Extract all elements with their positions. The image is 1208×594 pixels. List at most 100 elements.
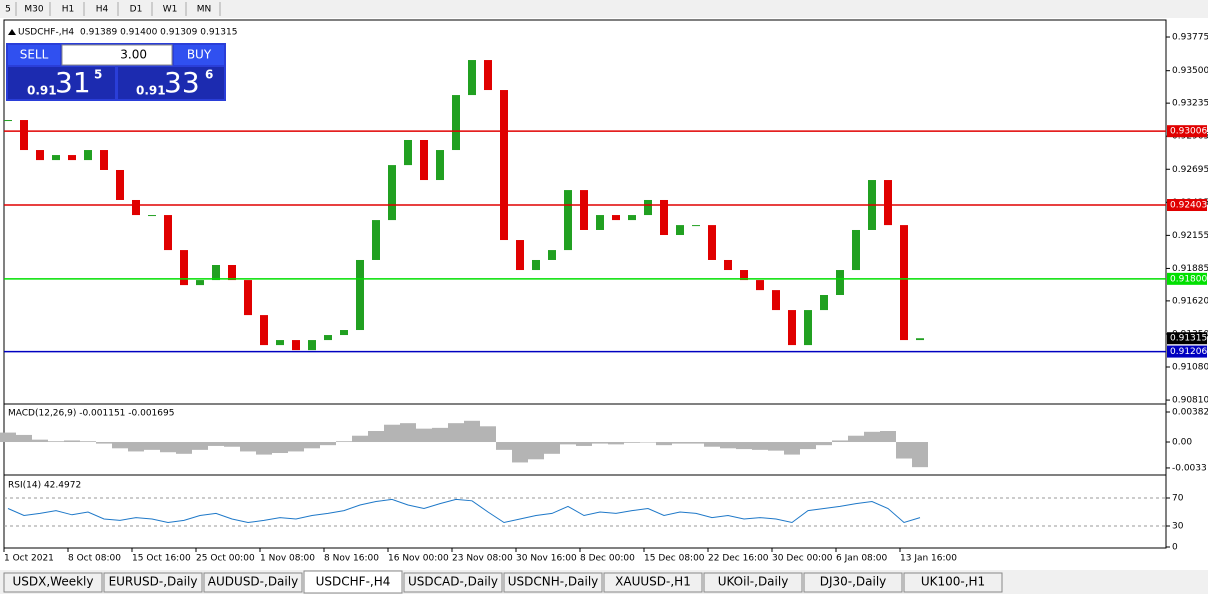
macd-bar xyxy=(240,442,256,452)
macd-bar xyxy=(480,426,496,443)
candle xyxy=(564,190,572,251)
candle xyxy=(852,229,860,271)
x-tick-label: 15 Dec 08:00 xyxy=(644,554,705,564)
level-tag xyxy=(1167,199,1207,212)
tab[interactable] xyxy=(103,572,203,593)
timeframe-button[interactable]: 5 xyxy=(5,5,11,15)
candle xyxy=(260,315,268,346)
macd-bar xyxy=(384,424,400,443)
macd-bar xyxy=(544,442,560,454)
toolbar xyxy=(0,0,1208,18)
macd-bar xyxy=(320,442,336,446)
macd-bar xyxy=(144,442,160,450)
macd-bar xyxy=(656,442,672,446)
sell-label: SELL xyxy=(20,48,49,62)
candle xyxy=(340,330,348,336)
macd-bar xyxy=(912,442,928,468)
x-tick-label: 8 Nov 16:00 xyxy=(324,554,379,564)
macd-bar xyxy=(448,423,464,443)
collapse-icon[interactable] xyxy=(8,29,16,35)
sell-price-sup: 5 xyxy=(94,68,102,82)
tab-label: USDX,Weekly xyxy=(13,575,94,589)
macd-bar xyxy=(336,441,352,443)
timeframe-button[interactable]: D1 xyxy=(130,5,143,15)
candle xyxy=(100,150,108,170)
tab[interactable] xyxy=(503,572,603,593)
buy-button[interactable] xyxy=(174,45,224,65)
y-tick-label: 0.91080 xyxy=(1172,363,1208,373)
lot-input[interactable] xyxy=(61,44,173,66)
tab-label: EURUSD-,Daily xyxy=(109,575,198,589)
candle xyxy=(308,340,316,351)
x-tick-label: 25 Oct 00:00 xyxy=(196,554,255,564)
candle xyxy=(484,60,492,91)
candle xyxy=(388,165,396,221)
timeframe-button[interactable]: M30 xyxy=(24,5,43,15)
tab[interactable] xyxy=(3,572,103,593)
level-label: 0.91800 xyxy=(1170,274,1207,284)
buy-price-box[interactable] xyxy=(118,67,224,99)
macd-label: MACD(12,26,9) -0.001151 -0.001695 xyxy=(8,409,174,419)
macd-bar xyxy=(592,442,608,444)
tab[interactable] xyxy=(203,572,303,593)
candle xyxy=(500,90,508,241)
candle xyxy=(52,155,60,161)
candle xyxy=(884,180,892,226)
macd-bar xyxy=(16,434,32,443)
macd-bar xyxy=(640,442,656,443)
candle xyxy=(276,340,284,346)
macd-bar xyxy=(224,442,240,447)
level-label: 0.93006 xyxy=(1170,127,1207,137)
y-tick-label: 0.00 xyxy=(1172,438,1192,448)
candle xyxy=(20,120,28,151)
lot-value: 3.00 xyxy=(120,48,147,62)
candle xyxy=(436,150,444,181)
y-tick-label: 0.92155 xyxy=(1172,231,1208,241)
tab[interactable] xyxy=(703,572,803,593)
candle xyxy=(452,95,460,151)
tab[interactable] xyxy=(403,572,503,593)
candle xyxy=(228,265,236,281)
tab-label: USDCHF-,H4 xyxy=(316,575,391,589)
candle xyxy=(580,190,588,230)
candle xyxy=(612,215,620,221)
y-tick-label: 70 xyxy=(1172,494,1184,504)
candle xyxy=(900,225,908,341)
sell-price-box[interactable] xyxy=(8,67,115,99)
macd-bar xyxy=(816,442,832,446)
candle xyxy=(532,259,540,271)
tab[interactable] xyxy=(803,572,903,593)
x-tick-label: 23 Nov 08:00 xyxy=(452,554,513,564)
macd-bar xyxy=(848,435,864,443)
macd-bar xyxy=(192,442,208,450)
macd-bar xyxy=(176,442,192,454)
candle xyxy=(132,199,140,216)
sell-button[interactable] xyxy=(8,45,60,65)
x-tick-label: 8 Dec 00:00 xyxy=(580,554,635,564)
candle xyxy=(356,259,364,331)
candle xyxy=(516,240,524,271)
macd-bar xyxy=(608,442,624,445)
macd-bar xyxy=(208,442,224,446)
tab[interactable] xyxy=(903,572,1003,593)
candle xyxy=(628,215,636,221)
candle xyxy=(372,220,380,260)
macd-bar xyxy=(672,442,688,444)
price-label: 0.91315 xyxy=(1170,334,1207,344)
tab-label: UKOil-,Daily xyxy=(718,575,789,589)
tab-label: USDCAD-,Daily xyxy=(408,575,498,589)
candle xyxy=(820,295,828,311)
timeframe-button[interactable]: MN xyxy=(197,5,212,15)
macd-bar xyxy=(160,442,176,453)
macd-bar xyxy=(864,431,880,443)
y-tick-label: 30 xyxy=(1172,522,1184,532)
timeframe-button[interactable]: H4 xyxy=(96,5,109,15)
y-tick-label: 0 xyxy=(1172,543,1178,553)
tab[interactable] xyxy=(303,570,403,594)
rsi-label: RSI(14) 42.4972 xyxy=(8,481,81,491)
tab[interactable] xyxy=(603,572,703,593)
timeframe-button[interactable]: H1 xyxy=(62,5,75,15)
macd-bar xyxy=(496,442,512,450)
timeframe-button[interactable]: W1 xyxy=(163,5,178,15)
macd-bar xyxy=(128,442,144,452)
